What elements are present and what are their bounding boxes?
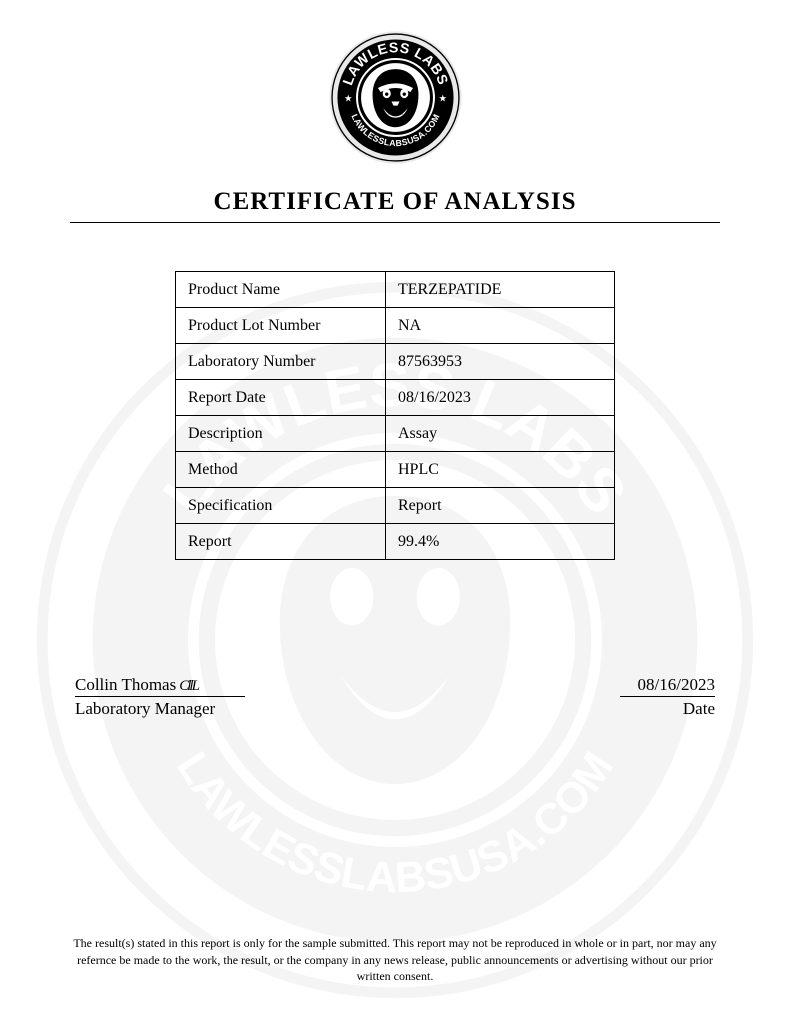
table-label: Product Name — [176, 272, 386, 308]
table-value: Assay — [386, 416, 615, 452]
signature-left: Collin Thomas CllL Laboratory Manager — [75, 675, 245, 719]
signature-right: 08/16/2023 Date — [620, 675, 715, 719]
signer-role: Laboratory Manager — [75, 699, 245, 719]
table-value: 99.4% — [386, 524, 615, 560]
table-label: Product Lot Number — [176, 308, 386, 344]
table-label: Report — [176, 524, 386, 560]
table-row: SpecificationReport — [176, 488, 615, 524]
signature-date: 08/16/2023 — [620, 675, 715, 697]
table-label: Method — [176, 452, 386, 488]
signer-name: Collin Thomas — [75, 675, 176, 695]
table-row: Report99.4% — [176, 524, 615, 560]
table-label: Laboratory Number — [176, 344, 386, 380]
page-title: CERTIFICATE OF ANALYSIS — [70, 188, 720, 216]
signature-date-label: Date — [683, 699, 715, 719]
table-row: Laboratory Number87563953 — [176, 344, 615, 380]
table-value: 87563953 — [386, 344, 615, 380]
table-row: MethodHPLC — [176, 452, 615, 488]
table-value: TERZEPATIDE — [386, 272, 615, 308]
svg-text:★: ★ — [344, 95, 352, 105]
header-logo: ★ ★ LAWLESS LABS LAWLESSLABSUSA.COM — [70, 30, 720, 170]
table-value: Report — [386, 488, 615, 524]
page-content: ★ ★ LAWLESS LABS LAWLESSLABSUSA.COM CERT… — [0, 0, 790, 719]
disclaimer-footer: The result(s) stated in this report is o… — [70, 935, 720, 984]
svg-text:★: ★ — [438, 95, 446, 105]
title-underline — [70, 222, 720, 223]
signature-block: Collin Thomas CllL Laboratory Manager 08… — [70, 675, 720, 719]
table-row: Report Date08/16/2023 — [176, 380, 615, 416]
table-row: Product Lot NumberNA — [176, 308, 615, 344]
table-value: 08/16/2023 — [386, 380, 615, 416]
table-value: NA — [386, 308, 615, 344]
analysis-table: Product NameTERZEPATIDEProduct Lot Numbe… — [175, 271, 615, 560]
table-label: Description — [176, 416, 386, 452]
table-value: HPLC — [386, 452, 615, 488]
table-label: Specification — [176, 488, 386, 524]
table-label: Report Date — [176, 380, 386, 416]
table-row: DescriptionAssay — [176, 416, 615, 452]
svg-text:LAWLESSLABSUSA.COM: LAWLESSLABSUSA.COM — [167, 744, 623, 903]
table-row: Product NameTERZEPATIDE — [176, 272, 615, 308]
logo-svg: ★ ★ LAWLESS LABS LAWLESSLABSUSA.COM — [328, 30, 463, 165]
signature-scribble: CllL — [179, 678, 198, 695]
signature-line: Collin Thomas CllL — [75, 675, 245, 697]
